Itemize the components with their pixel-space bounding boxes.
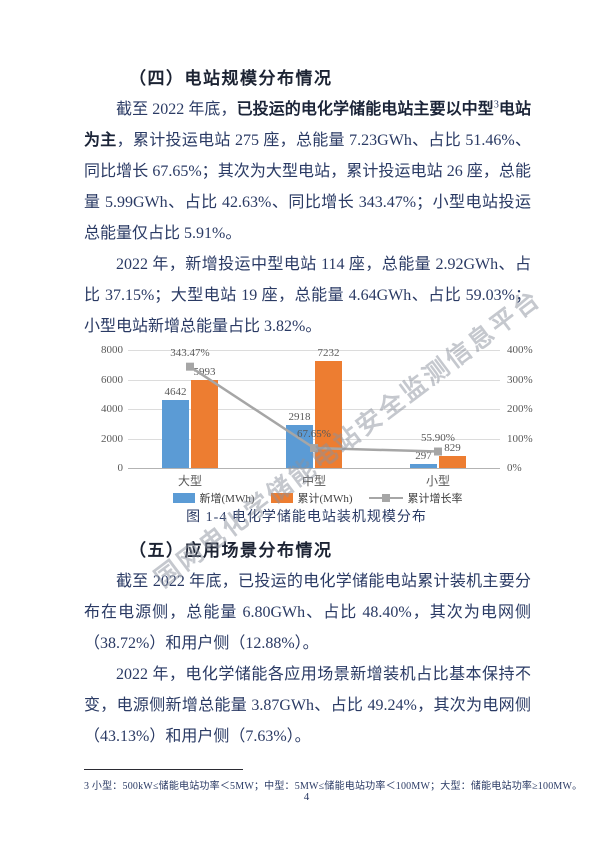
chart-legend: 新增(MWh) 累计(MWh) 累计增长率 xyxy=(95,490,540,506)
growth-rate-label: 67.65% xyxy=(297,428,331,441)
y-axis-right-tick: 0% xyxy=(507,462,522,474)
y-axis-right-tick: 300% xyxy=(507,373,533,386)
bar-value-label: 5993 xyxy=(193,365,216,378)
legend-label: 累计(MWh) xyxy=(297,493,353,505)
text-run: 截至 2022 年底， xyxy=(116,101,237,118)
y-axis-right-tick: 400% xyxy=(507,344,533,356)
gridline xyxy=(128,409,500,410)
footnote-reference: 3 xyxy=(493,99,499,111)
bar-value-label: 4642 xyxy=(164,385,187,398)
y-axis-left-tick: 6000 xyxy=(101,373,123,386)
growth-rate-label: 343.47% xyxy=(170,346,210,359)
bold-text-run: 已投运的电化学储能电站主要以中型 xyxy=(236,101,494,118)
x-axis-category-label: 小型 xyxy=(425,474,450,488)
bar-value-label: 297 xyxy=(415,449,432,462)
legend-swatch-icon xyxy=(172,493,195,503)
legend-item: 累计(MWh) xyxy=(270,490,353,506)
page-number: 4 xyxy=(303,791,310,803)
legend-label: 新增(MWh) xyxy=(199,493,255,505)
bar-value-label: 829 xyxy=(444,441,461,454)
gridline xyxy=(128,438,500,440)
y-axis-left-tick: 4000 xyxy=(101,403,123,415)
figure-caption: 图 1-4 电化学储能电站装机规模分布 xyxy=(186,510,427,525)
bar-value-label: 7232 xyxy=(317,347,340,360)
footnote-separator xyxy=(84,769,243,770)
gridline xyxy=(128,468,500,469)
bold-text-run: 电站为主 xyxy=(84,101,531,149)
section-heading-5: （五）应用场景分布情况 xyxy=(129,541,333,560)
section4-paragraphs: 截至 2022 年底，已投运的电化学储能电站主要以中型3电站为主，累计投运电站 … xyxy=(84,94,531,342)
legend-item: 累计增长率 xyxy=(368,490,463,506)
y-axis-left-tick: 2000 xyxy=(101,432,123,445)
bar-new xyxy=(162,399,189,468)
gridline xyxy=(128,379,500,381)
section-heading-4: （四）电站规模分布情况 xyxy=(129,69,333,88)
y-axis-left-tick: 0 xyxy=(117,462,124,474)
y-axis-left-tick: 8000 xyxy=(101,344,123,356)
y-axis-right-tick: 100% xyxy=(507,432,533,445)
bar-cumulative xyxy=(315,361,342,468)
body-paragraph: 2022 年，新增投运中型电站 114 座，总能量 2.92GWh、占比 37.… xyxy=(84,249,531,342)
bar-cumulative xyxy=(439,455,466,468)
x-axis-category-label: 大型 xyxy=(177,474,202,488)
y-axis-right-tick: 200% xyxy=(507,403,533,415)
legend-label: 累计增长率 xyxy=(407,493,463,505)
body-paragraph: 2022 年，电化学储能各应用场景新增装机占比基本保持不变，电源侧新增总能量 3… xyxy=(84,659,531,752)
body-paragraph: 截至 2022 年底，已投运的电化学储能电站累计装机主要分布在电源侧，总能量 6… xyxy=(84,566,531,659)
text-run: 截至 2022 年底，已投运的电化学储能电站累计装机主要分布在电源侧，总能量 6… xyxy=(84,573,531,652)
line-marker xyxy=(186,362,194,371)
text-run: ，累计投运电站 275 座，总能量 7.23GWh、占比 51.46%、同比增长… xyxy=(84,132,531,242)
installed-scale-bar-chart: 8000 400% 6000 300% 4000 200% 2000 100% 0 0% 4642 5… xyxy=(95,344,540,506)
bar-value-label: 2918 xyxy=(288,410,311,423)
bar-cumulative xyxy=(191,379,218,468)
section5-paragraphs: 截至 2022 年底，已投运的电化学储能电站累计装机主要分布在电源侧，总能量 6… xyxy=(84,566,531,752)
body-paragraph: 截至 2022 年底，已投运的电化学储能电站主要以中型3电站为主，累计投运电站 … xyxy=(84,94,531,249)
legend-line-marker-icon xyxy=(368,493,403,503)
x-axis-category-label: 中型 xyxy=(301,474,326,488)
growth-rate-label: 55.90% xyxy=(421,431,455,444)
line-marker xyxy=(310,444,318,453)
line-marker xyxy=(434,447,442,456)
gridline xyxy=(128,350,500,351)
growth-rate-line xyxy=(186,362,442,456)
text-run: 2022 年，新增投运中型电站 114 座，总能量 2.92GWh、占比 37.… xyxy=(84,256,531,335)
text-run: 2022 年，电化学储能各应用场景新增装机占比基本保持不变，电源侧新增总能量 3… xyxy=(84,666,531,745)
bar-new xyxy=(410,463,437,468)
legend-item: 新增(MWh) xyxy=(172,490,255,506)
legend-swatch-icon xyxy=(270,493,293,503)
footnote: 3 小型：500kW≤储能电站功率＜5MW；中型：5MW≤储能电站功率＜100M… xyxy=(84,781,583,792)
